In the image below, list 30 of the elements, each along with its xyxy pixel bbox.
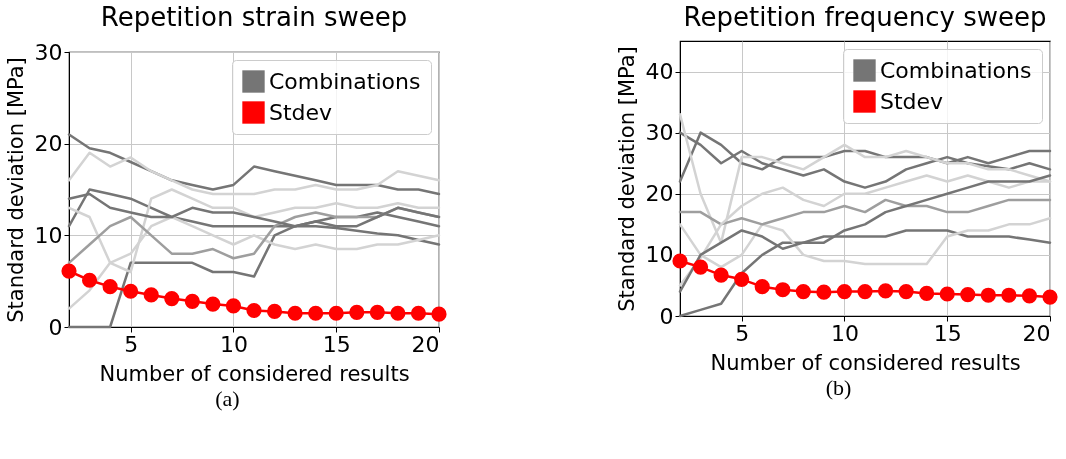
- x-tick-label: 20: [411, 331, 440, 357]
- x-tick-label: 5: [735, 320, 750, 346]
- legend-label: Stdev: [880, 88, 944, 114]
- y-tick-label: 20: [645, 181, 674, 207]
- x-tick-label: 20: [1022, 320, 1051, 346]
- y-axis-title: Standard deviation [MPa]: [3, 57, 28, 323]
- y-axis-title: Standard deviation [MPa]: [614, 46, 639, 312]
- legend-label: Stdev: [269, 99, 333, 125]
- y-tick-label: 40: [645, 59, 674, 85]
- x-tick-label: 10: [830, 320, 859, 346]
- y-tick-label: 0: [48, 314, 63, 340]
- chart-title: Repetition frequency sweep: [683, 2, 1047, 32]
- text: (b): [825, 375, 852, 401]
- line-series: [678, 198, 1052, 226]
- y-tick-label: 30: [34, 39, 63, 65]
- x-tick-label: 15: [933, 320, 962, 346]
- text: (a): [215, 386, 240, 412]
- x-tick-label: 5: [124, 331, 139, 357]
- x-axis-title: Number of considered results: [99, 361, 410, 386]
- y-tick-label: 10: [645, 242, 674, 268]
- chart-title: Repetition strain sweep: [100, 2, 408, 32]
- y-tick-label: 30: [645, 120, 674, 146]
- y-tick-label: 0: [659, 303, 674, 329]
- legend-label: Combinations: [269, 68, 421, 94]
- x-axis-title: Number of considered results: [710, 350, 1021, 375]
- legend-label: Combinations: [880, 57, 1032, 83]
- x-tick-label: 10: [219, 331, 248, 357]
- y-tick-label: 10: [34, 222, 63, 248]
- x-tick-label: 15: [322, 331, 351, 357]
- y-tick-label: 20: [34, 131, 63, 157]
